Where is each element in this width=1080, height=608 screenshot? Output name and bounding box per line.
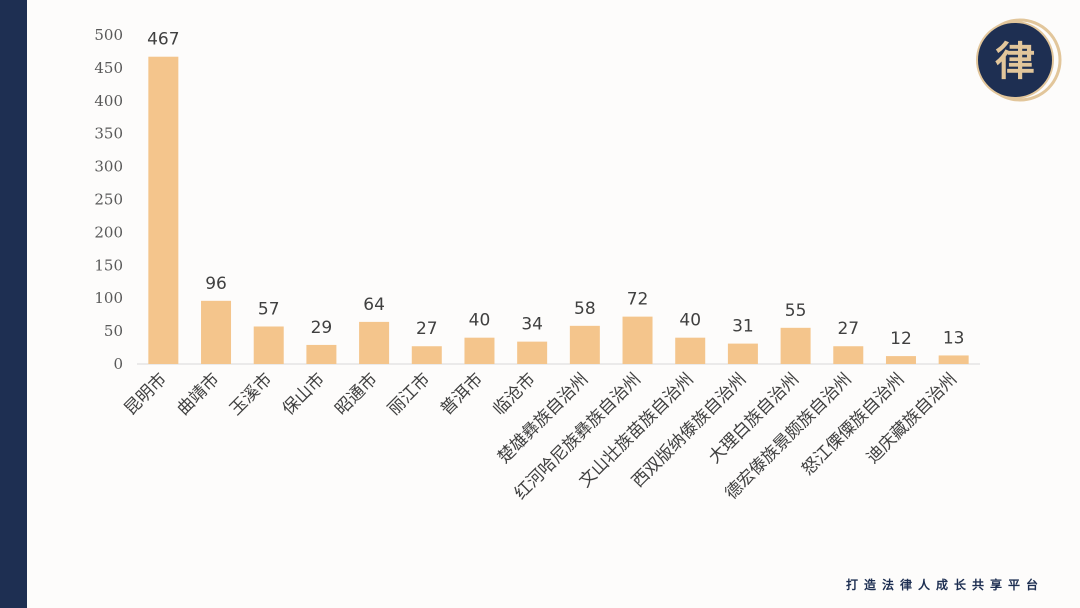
bar-value-label: 72 bbox=[627, 290, 649, 310]
bar bbox=[833, 346, 864, 364]
bar bbox=[201, 300, 232, 364]
bar bbox=[938, 355, 969, 364]
x-category-label: 临沧市 bbox=[489, 369, 539, 419]
footer-slogan: 打造法律人成长共享平台 bbox=[845, 578, 1044, 592]
bar-value-label: 40 bbox=[679, 311, 701, 331]
bar bbox=[359, 321, 390, 364]
x-category-label: 大理白族自治州 bbox=[705, 369, 803, 467]
bar bbox=[148, 56, 179, 365]
bar-value-label: 55 bbox=[785, 301, 807, 321]
bar-value-label: 29 bbox=[311, 318, 333, 338]
bar-value-label: 12 bbox=[890, 329, 912, 349]
y-tick-label: 300 bbox=[94, 158, 123, 176]
x-category-label: 曲靖市 bbox=[173, 369, 223, 419]
logo-inner-disc bbox=[976, 21, 1054, 99]
slide-canvas: 0 50 100 150 200 250 300 350 400 450 500 467 昆明市 96 曲靖… bbox=[27, 0, 1080, 608]
x-category-label: 昆明市 bbox=[121, 369, 171, 419]
x-category-label: 昭通市 bbox=[331, 369, 381, 419]
bar-value-label: 96 bbox=[205, 274, 227, 294]
logo-glyph: 律 bbox=[995, 39, 1035, 85]
bar-value-label: 467 bbox=[147, 30, 179, 50]
x-category-label: 普洱市 bbox=[437, 369, 487, 419]
bar bbox=[306, 344, 337, 364]
y-tick-label: 500 bbox=[94, 26, 123, 44]
bar-value-label: 58 bbox=[574, 299, 596, 319]
bar-value-label: 13 bbox=[943, 328, 965, 348]
bar-chart: 0 50 100 150 200 250 300 350 400 450 500 467 昆明市 96 曲靖… bbox=[94, 26, 980, 504]
y-tick-label: 350 bbox=[94, 125, 123, 143]
bar bbox=[517, 341, 548, 364]
bar bbox=[675, 337, 706, 364]
y-tick-label: 200 bbox=[94, 223, 123, 241]
bar-value-label: 27 bbox=[837, 319, 859, 339]
x-category-label: 保山市 bbox=[279, 369, 329, 419]
x-category-label: 楚雄彝族自治州 bbox=[494, 369, 592, 467]
bar bbox=[253, 326, 284, 364]
bar bbox=[780, 327, 811, 364]
law-seal-logo: 律 bbox=[976, 18, 1062, 102]
left-sidebar-band bbox=[0, 0, 27, 608]
bar-value-label: 34 bbox=[521, 315, 543, 335]
y-tick-label: 0 bbox=[113, 355, 123, 373]
bar bbox=[885, 356, 916, 364]
y-tick-label: 50 bbox=[104, 322, 123, 340]
y-tick-label: 400 bbox=[94, 92, 123, 110]
x-category-label: 玉溪市 bbox=[226, 369, 276, 419]
x-category-label: 迪庆藏族自治州 bbox=[863, 369, 961, 467]
bar-value-label: 64 bbox=[363, 295, 385, 315]
x-category-label: 丽江市 bbox=[384, 369, 434, 419]
bar bbox=[411, 346, 442, 364]
bar-value-label: 27 bbox=[416, 319, 438, 339]
y-tick-label: 100 bbox=[94, 289, 123, 307]
y-tick-label: 150 bbox=[94, 256, 123, 274]
bar-value-label: 31 bbox=[732, 317, 754, 337]
bar-value-label: 57 bbox=[258, 299, 280, 319]
y-tick-label: 450 bbox=[94, 59, 123, 77]
bar bbox=[622, 316, 653, 364]
y-tick-label: 250 bbox=[94, 191, 123, 209]
bar bbox=[464, 337, 495, 364]
bar bbox=[727, 343, 758, 364]
bar bbox=[569, 325, 600, 364]
bar-value-label: 40 bbox=[469, 311, 491, 331]
